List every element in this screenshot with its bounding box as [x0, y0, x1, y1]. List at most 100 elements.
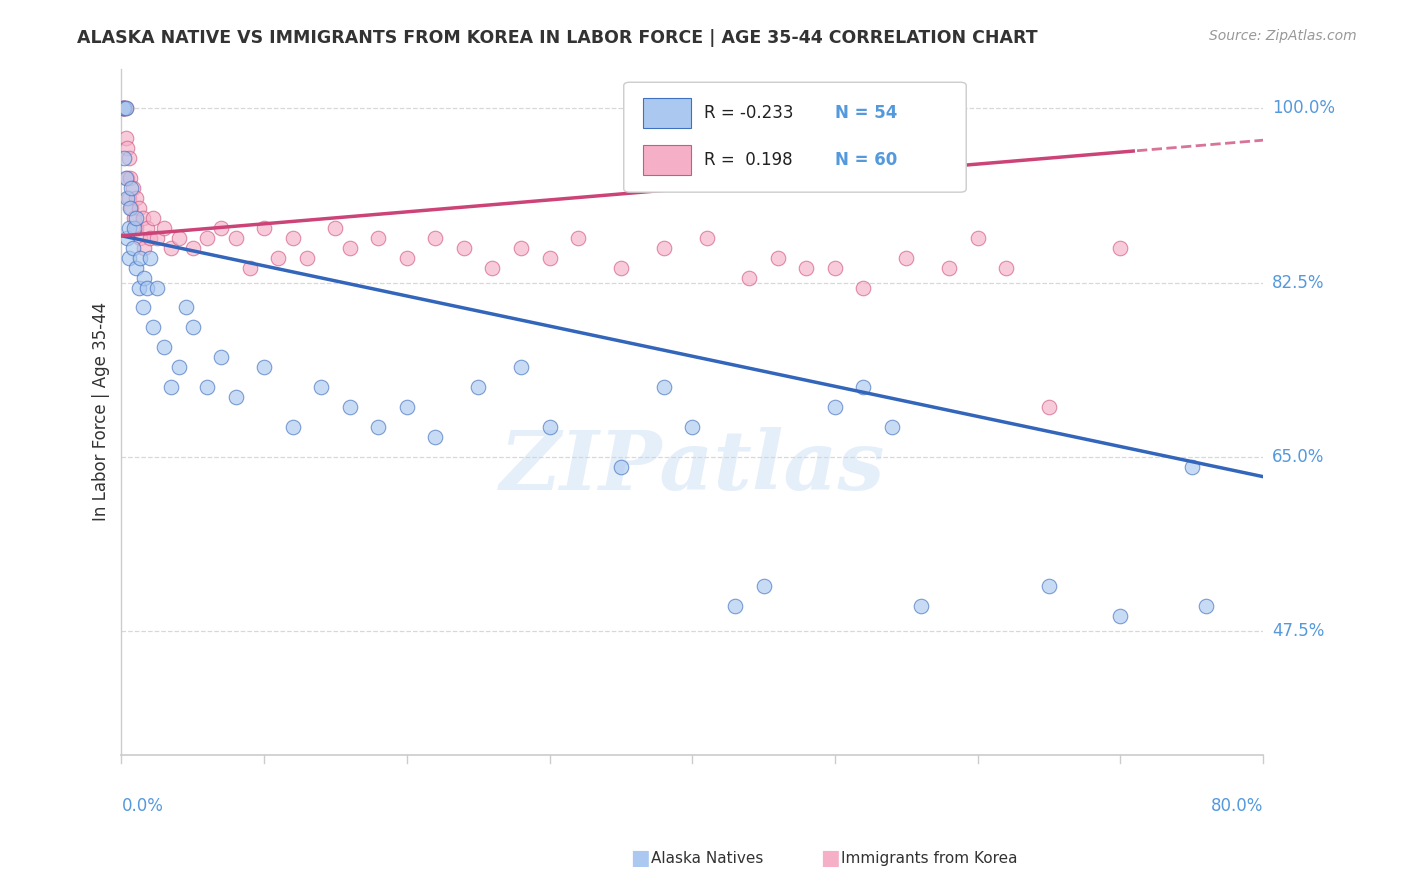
Point	[160, 241, 183, 255]
Point	[309, 380, 332, 394]
Point	[160, 380, 183, 394]
Text: 65.0%: 65.0%	[1272, 448, 1324, 466]
Point	[880, 420, 903, 434]
Point	[112, 101, 135, 115]
Point	[1195, 599, 1218, 613]
Point	[139, 231, 162, 245]
Text: N = 54: N = 54	[835, 104, 897, 122]
Point	[134, 241, 156, 255]
Point	[125, 211, 148, 225]
Point	[117, 191, 139, 205]
Point	[146, 231, 169, 245]
Point	[425, 231, 447, 245]
Point	[1109, 241, 1132, 255]
Point	[121, 241, 143, 255]
Point	[142, 211, 165, 225]
Point	[295, 251, 318, 265]
Text: R = -0.233: R = -0.233	[703, 104, 793, 122]
Point	[395, 251, 418, 265]
Point	[966, 231, 988, 245]
Point	[610, 260, 633, 275]
Point	[112, 101, 135, 115]
Point	[681, 420, 703, 434]
Point	[115, 191, 138, 205]
Point	[195, 380, 218, 394]
Point	[125, 191, 148, 205]
Point	[752, 579, 775, 593]
Point	[117, 151, 139, 165]
Point	[195, 231, 218, 245]
Point	[253, 360, 276, 375]
Text: ALASKA NATIVE VS IMMIGRANTS FROM KOREA IN LABOR FORCE | AGE 35-44 CORRELATION CH: ALASKA NATIVE VS IMMIGRANTS FROM KOREA I…	[77, 29, 1038, 46]
Point	[567, 231, 589, 245]
Point	[112, 101, 135, 115]
Point	[115, 171, 138, 186]
Point	[142, 320, 165, 334]
Point	[153, 220, 176, 235]
Point	[610, 459, 633, 474]
Point	[538, 420, 561, 434]
Point	[253, 220, 276, 235]
Text: 80.0%: 80.0%	[1211, 797, 1263, 814]
Text: N = 60: N = 60	[835, 151, 897, 169]
Point	[481, 260, 503, 275]
Point	[538, 251, 561, 265]
Point	[1038, 400, 1060, 414]
Point	[120, 201, 142, 215]
Point	[1038, 579, 1060, 593]
Text: Alaska Natives: Alaska Natives	[651, 851, 763, 865]
Point	[995, 260, 1018, 275]
Point	[453, 241, 475, 255]
Point	[467, 380, 489, 394]
Point	[281, 420, 304, 434]
Point	[111, 101, 134, 115]
Point	[124, 211, 146, 225]
Y-axis label: In Labor Force | Age 35-44: In Labor Force | Age 35-44	[93, 302, 110, 522]
Point	[239, 260, 262, 275]
Text: Immigrants from Korea: Immigrants from Korea	[841, 851, 1018, 865]
Text: Source: ZipAtlas.com: Source: ZipAtlas.com	[1209, 29, 1357, 43]
Point	[118, 201, 141, 215]
Point	[124, 220, 146, 235]
Point	[695, 231, 717, 245]
Point	[117, 251, 139, 265]
Point	[395, 400, 418, 414]
Point	[125, 220, 148, 235]
Point	[367, 420, 389, 434]
Point	[281, 231, 304, 245]
Point	[136, 220, 159, 235]
Point	[115, 231, 138, 245]
Point	[225, 390, 247, 404]
Point	[136, 280, 159, 294]
Point	[114, 131, 136, 145]
Point	[209, 350, 232, 364]
Point	[129, 251, 152, 265]
Point	[738, 270, 761, 285]
Point	[325, 220, 347, 235]
Point	[132, 301, 155, 315]
Point	[425, 430, 447, 444]
FancyBboxPatch shape	[643, 145, 692, 175]
Point	[652, 241, 675, 255]
Point	[910, 599, 932, 613]
Point	[896, 251, 918, 265]
Text: ■: ■	[630, 848, 650, 868]
Point	[114, 171, 136, 186]
Text: 82.5%: 82.5%	[1272, 274, 1324, 292]
FancyBboxPatch shape	[643, 98, 692, 128]
Point	[367, 231, 389, 245]
Text: 0.0%: 0.0%	[121, 797, 163, 814]
FancyBboxPatch shape	[624, 82, 966, 192]
Point	[114, 101, 136, 115]
Point	[128, 280, 150, 294]
Point	[181, 241, 204, 255]
Point	[824, 400, 846, 414]
Point	[129, 231, 152, 245]
Point	[167, 231, 190, 245]
Point	[128, 201, 150, 215]
Point	[766, 251, 789, 265]
Point	[115, 141, 138, 155]
Point	[146, 280, 169, 294]
Text: 100.0%: 100.0%	[1272, 99, 1336, 118]
Text: R =  0.198: R = 0.198	[703, 151, 793, 169]
